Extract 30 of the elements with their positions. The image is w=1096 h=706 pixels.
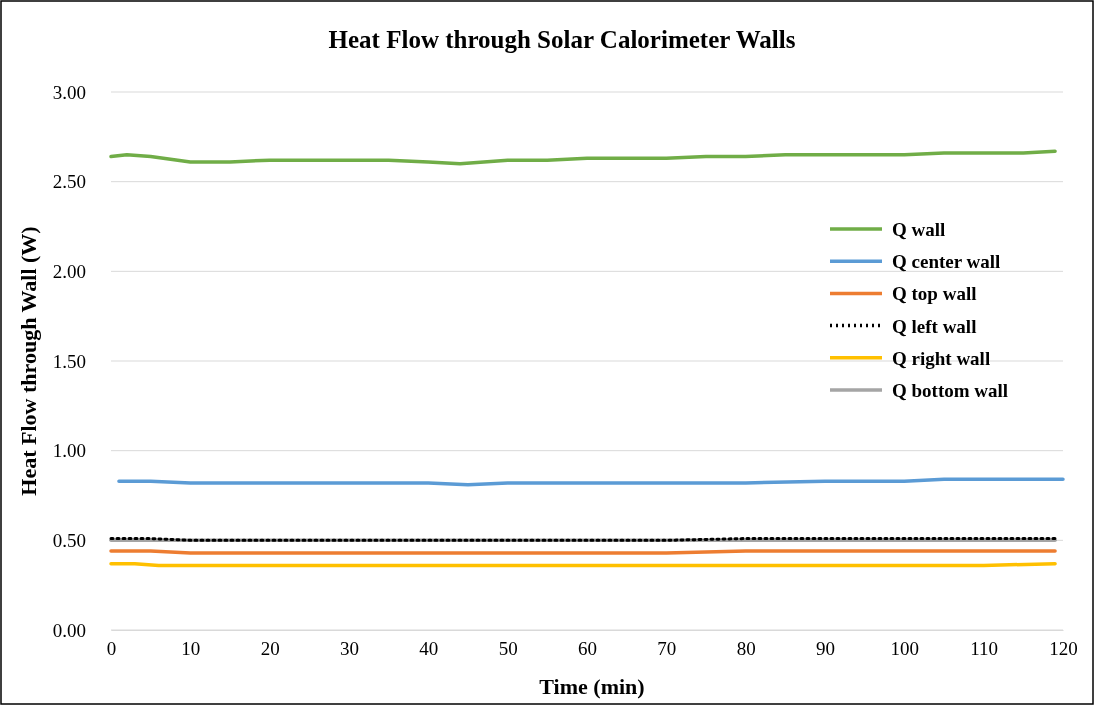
x-tick-label: 80 bbox=[736, 638, 756, 660]
x-tick-label: 110 bbox=[970, 638, 999, 660]
y-tick-label: 2.50 bbox=[52, 171, 86, 193]
x-tick-label: 30 bbox=[340, 638, 359, 660]
y-tick-label: 0.00 bbox=[52, 619, 86, 641]
x-tick-label: 10 bbox=[181, 638, 201, 660]
x-axis-title: Time (min) bbox=[539, 674, 645, 699]
x-tick-label: 60 bbox=[578, 638, 597, 660]
x-tick-label: 90 bbox=[816, 638, 835, 660]
y-tick-label: 1.50 bbox=[52, 350, 86, 372]
x-tick-label: 0 bbox=[106, 638, 117, 660]
x-tick-label: 70 bbox=[657, 638, 677, 660]
legend-label: Q wall bbox=[892, 219, 946, 240]
x-tick-label: 40 bbox=[419, 638, 439, 660]
x-tick-label: 50 bbox=[498, 638, 518, 660]
line-series bbox=[109, 149, 1057, 166]
legend-label: Q right wall bbox=[892, 347, 991, 369]
legend-label: Q left wall bbox=[892, 315, 977, 337]
legend-label: Q center wall bbox=[892, 251, 1001, 273]
legend-label: Q bottom wall bbox=[892, 380, 1009, 401]
legend-label: Q top wall bbox=[892, 283, 977, 305]
y-tick-label: 1.00 bbox=[52, 440, 86, 462]
x-tick-label: 100 bbox=[890, 638, 920, 660]
y-tick-label: 2.00 bbox=[52, 260, 86, 282]
y-tick-label: 0.50 bbox=[52, 529, 86, 551]
chart-title: Heat Flow through Solar Calorimeter Walls bbox=[328, 26, 796, 53]
y-axis-title: Heat Flow through Wall (W) bbox=[16, 226, 41, 496]
y-tick-label: 3.00 bbox=[52, 81, 86, 103]
x-tick-label: 120 bbox=[1049, 638, 1078, 660]
x-tick-label: 20 bbox=[260, 638, 280, 660]
